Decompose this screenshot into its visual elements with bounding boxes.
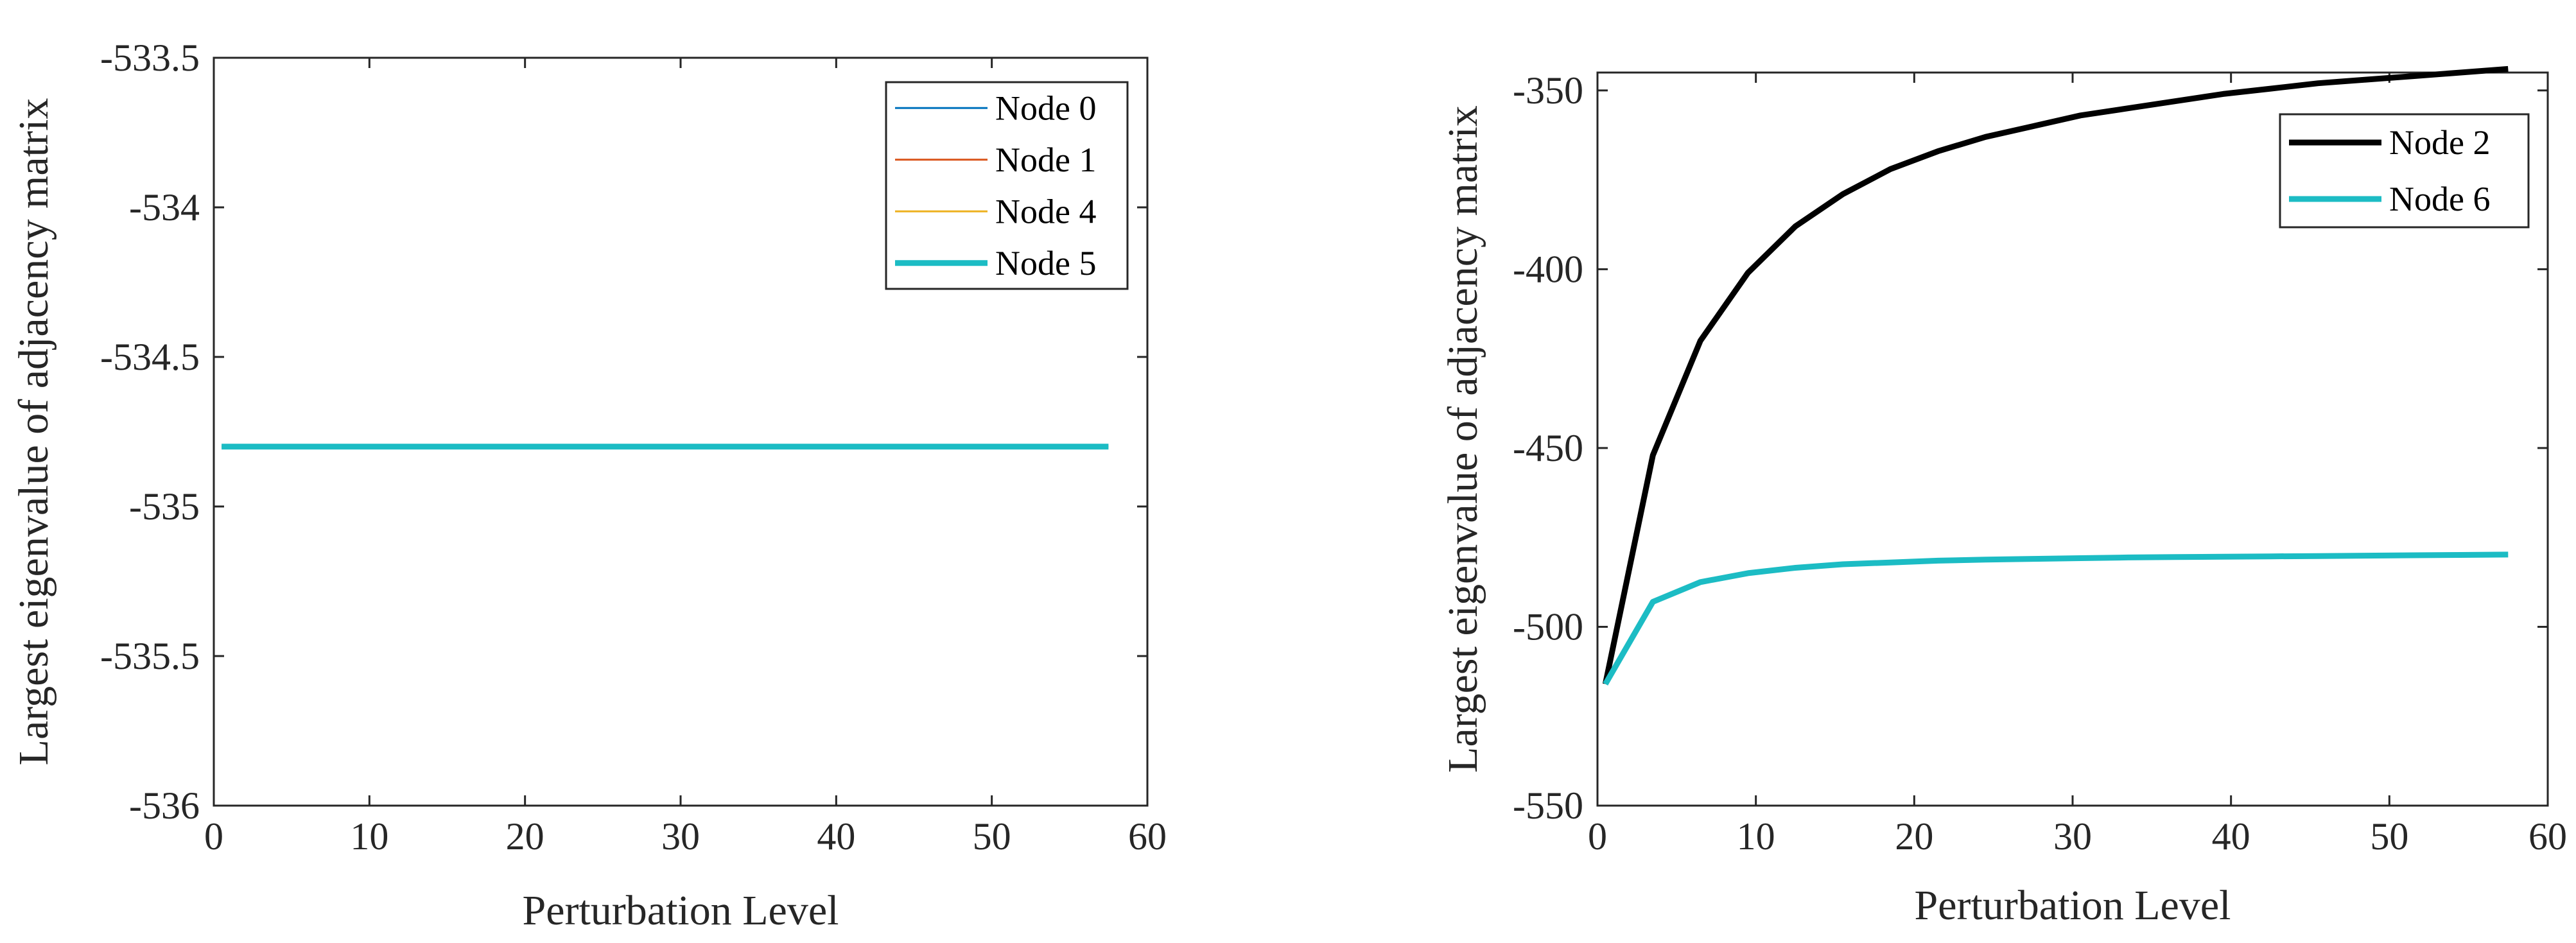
y-tick-label: -535 — [129, 485, 200, 528]
x-axis-title: Perturbation Level — [1914, 882, 2231, 929]
y-tick-label: -500 — [1513, 605, 1583, 648]
x-tick-label: 40 — [817, 815, 855, 858]
legend-box — [2279, 113, 2530, 229]
x-tick-label: 20 — [506, 815, 544, 858]
y-tick-label: -534 — [129, 186, 200, 229]
y-tick-label: -535.5 — [100, 635, 200, 677]
x-tick-label: 10 — [350, 815, 388, 858]
series-line-node-6 — [1603, 551, 2509, 686]
y-tick-label: -350 — [1513, 69, 1583, 112]
y-tick-label: -550 — [1513, 784, 1583, 827]
legend-item: Node 1 — [895, 141, 1096, 179]
y-axis-title: Largest eigenvalue of adjacency matrix — [10, 98, 57, 766]
legend-label: Node 6 — [2389, 180, 2490, 218]
legend-label: Node 2 — [2389, 123, 2490, 162]
legend-item: Node 6 — [2289, 180, 2490, 218]
x-tick-label: 40 — [2212, 815, 2250, 858]
y-tick-label: -534.5 — [100, 336, 200, 378]
chart-panel-2: 0 10 20 30 40 50 60 -550 -500 -450 -400 -350 Perturb… — [1440, 65, 2567, 929]
x-tick-label: 0 — [1588, 815, 1607, 858]
x-tick-label: 60 — [1128, 815, 1167, 858]
x-tick-label: 60 — [2528, 815, 2567, 858]
x-tick-label: 20 — [1895, 815, 1933, 858]
y-tick-label: -533.5 — [100, 37, 200, 79]
x-tick-label: 30 — [661, 815, 700, 858]
series-line-node-2 — [1602, 65, 2509, 685]
legend-item: Node 0 — [895, 89, 1096, 127]
legend-item: Node 5 — [895, 244, 1096, 282]
legend-label: Node 4 — [995, 192, 1096, 230]
legend: Node 0 Node 1 Node 4 Node 5 — [885, 81, 1129, 290]
y-tick-label: -450 — [1513, 427, 1583, 469]
legend-label: Node 1 — [995, 141, 1096, 179]
x-tick-label: 10 — [1737, 815, 1775, 858]
legend-item: Node 2 — [2289, 123, 2490, 162]
legend-item: Node 4 — [895, 192, 1096, 230]
y-tick-label: -400 — [1513, 248, 1583, 290]
x-axis-title: Perturbation Level — [522, 887, 839, 934]
x-tick-label: 50 — [2370, 815, 2408, 858]
y-axis-title: Largest eigenvalue of adjacency matrix — [1440, 105, 1486, 773]
x-tick-label: 0 — [204, 815, 223, 858]
legend: Node 2 Node 6 — [2279, 113, 2530, 229]
x-tick-label: 50 — [973, 815, 1011, 858]
legend-label: Node 0 — [995, 89, 1096, 127]
legend-label: Node 5 — [995, 244, 1096, 282]
x-tick-label: 30 — [2053, 815, 2092, 858]
legend-box — [885, 81, 1129, 290]
y-tick-label: -536 — [129, 784, 200, 827]
chart-panel-1: 0 10 20 30 40 50 60 -536 -535.5 -535 -534.5 -534 -53… — [10, 37, 1167, 934]
